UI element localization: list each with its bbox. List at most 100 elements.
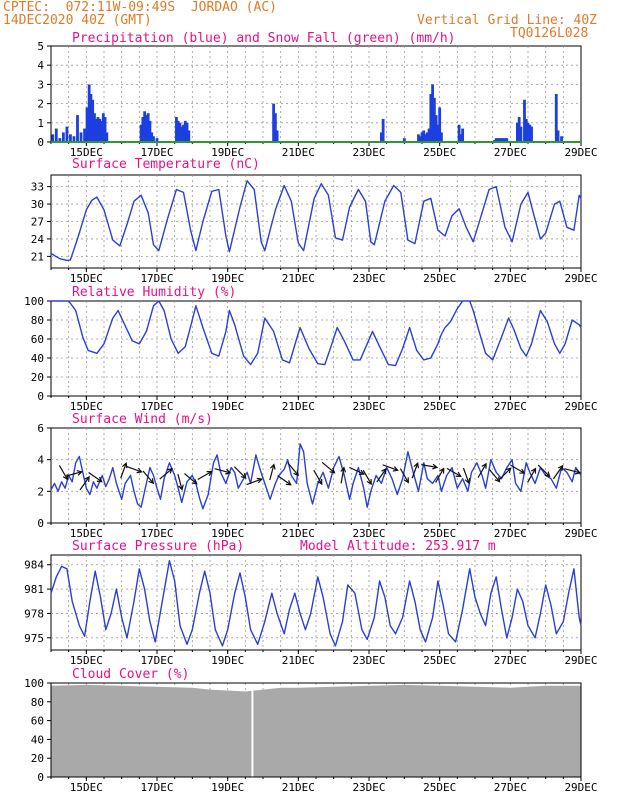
precip-bar [143,111,147,142]
y-tick-label: 20 [31,371,44,384]
precip-bar [517,117,521,142]
wind-arrow-head [293,470,299,477]
x-tick-label: 21DEC [282,654,315,667]
wind-arrow [159,467,173,480]
x-tick-label: 29DEC [564,272,597,285]
precip-bar [273,113,277,142]
precip-bar [438,107,442,142]
wind-arrow [411,462,420,479]
y-tick-label: 975 [24,632,44,645]
precip-bar [183,120,187,142]
wind-arrow [277,475,292,486]
wind-arrow-shaft [66,471,82,477]
wind-arrow-shaft [233,466,247,479]
plot-frame-top [50,682,582,778]
precip-bar [530,126,533,142]
wind-arrow-shaft [552,465,564,480]
precip-bar [93,113,96,142]
precip-bar [500,138,503,142]
precip-bar [58,138,62,142]
wind-arrow-shaft [362,469,372,485]
wind-arrow-head [240,473,247,479]
wind-arrow-head [403,477,409,484]
wind-arrow-shaft [214,468,231,474]
wind-arrow [564,468,582,475]
precip-bar [501,138,505,142]
x-tick-label: 21DEC [282,400,315,413]
wind-arrow [313,469,323,486]
wind-arrow-shaft [435,468,445,483]
wind-arrow [376,467,387,483]
y-tick-label: 40 [31,733,44,746]
wind-arrow [527,467,537,483]
precip-bar [523,99,526,142]
y-tick-label: 984 [24,559,44,572]
wind-arrow-head [329,467,336,474]
wind-arrow [269,463,276,481]
x-tick-label: 25DEC [423,272,456,285]
panel-title: Surface Pressure (hPa) [72,539,244,554]
panel-title: Surface Wind (m/s) [72,412,213,427]
y-tick-label: 5 [37,40,44,53]
precip-bar [105,132,109,142]
wind-arrow [435,467,445,483]
x-tick-label: 27DEC [494,146,527,159]
precip-bar [524,118,528,142]
wind-arrow [510,464,526,474]
precip-bar [457,124,461,142]
y-tick-label: 20 [31,752,44,765]
wind-arrow-shaft [79,476,90,491]
precip-bar [51,134,55,142]
x-tick-label: 21DEC [282,781,315,794]
precip-bar [528,124,532,142]
precip-bar [427,128,431,142]
precip-bar [141,117,145,142]
wind-arrow-shaft [58,465,68,480]
precip-bar [431,84,434,142]
precip-bar [98,118,102,142]
wind-arrow-head [340,466,347,473]
x-tick-label: 19DEC [211,146,244,159]
precip-bar [101,113,105,142]
y-tick-label: 27 [31,216,44,229]
wind-arrow-shaft [142,470,154,484]
wind-arrow-head [413,462,420,469]
wind-arrow-head [96,476,103,483]
wind-arrow-shaft [462,467,470,484]
precip-bar [275,130,279,142]
precip-bar [89,94,93,142]
wind-arrow-shaft [88,472,103,483]
x-tick-label: 23DEC [352,654,385,667]
wind-arrow-shaft [537,464,550,477]
wind-arrow-head [206,470,213,477]
wind-arrow-head [392,466,399,472]
precip-bar [87,84,91,142]
wind-arrow-shaft [477,463,487,478]
model-code-header: TQ0126L028 [510,26,589,41]
x-tick-label: 17DEC [140,781,173,794]
wind-arrow [120,462,128,479]
wind-arrow [233,466,247,479]
wind-arrow [177,473,184,491]
x-tick-label: 29DEC [564,654,597,667]
wind-arrow [88,472,103,483]
panel-3: Relative Humidity (%) 0 20 40 60 80 100 15DEC 17… [24,285,597,413]
wind-arrow [421,463,439,470]
precip-bar [185,122,189,142]
precip-bar [422,130,426,142]
cloud-area [51,684,581,777]
precip-bar [402,138,406,142]
y-tick-label: 33 [31,181,44,194]
x-tick-label: 25DEC [423,146,456,159]
x-tick-label: 21DEC [282,272,315,285]
x-tick-label: 29DEC [564,400,597,413]
wind-arrow-shaft [382,464,398,471]
wind-arrow-head [166,467,173,474]
precip-bar [381,118,385,142]
x-tick-label: 19DEC [211,272,244,285]
wind-arrow [399,468,409,484]
y-tick-label: 4 [37,454,44,467]
wind-arrow-shaft [564,468,581,474]
y-tick-label: 60 [31,333,44,346]
wind-arrow [488,468,501,483]
